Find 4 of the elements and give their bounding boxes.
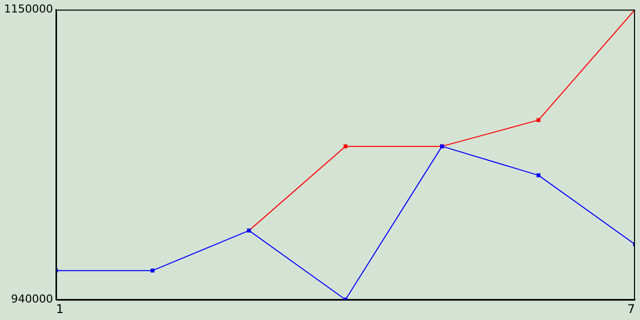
x-tick-label: 7 <box>627 302 635 316</box>
x-tick-label: 1 <box>56 302 64 316</box>
y-tick-label: 940000 <box>11 292 53 306</box>
y-tick-label: 1150000 <box>4 2 53 16</box>
